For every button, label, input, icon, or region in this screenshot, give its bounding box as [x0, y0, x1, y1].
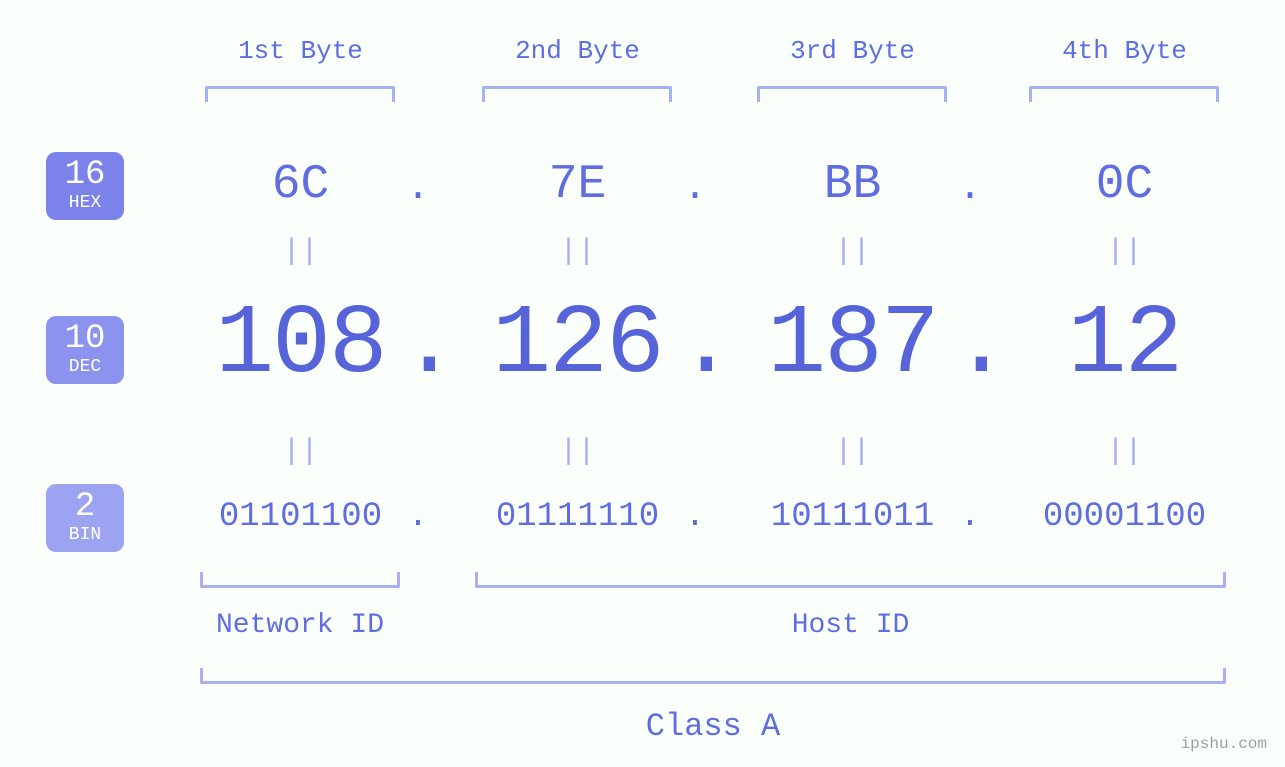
bracket-network: [200, 572, 400, 588]
eq1-2: ||: [475, 235, 680, 269]
bin-val-3: 10111011: [740, 498, 965, 536]
dec-val-2: 126: [465, 290, 690, 401]
bracket-byte-4: [1029, 86, 1219, 102]
hex-dot-2: .: [680, 166, 710, 211]
bin-dot-2: .: [680, 498, 710, 536]
eq1-4: ||: [1022, 235, 1227, 269]
dec-val-3: 187: [740, 290, 965, 401]
bin-val-2: 01111110: [465, 498, 690, 536]
eq1-1: ||: [198, 235, 403, 269]
eq2-1: ||: [198, 435, 403, 469]
byte-label-3: 3rd Byte: [750, 36, 955, 66]
badge-dec-label: DEC: [46, 358, 124, 376]
hex-val-1: 6C: [198, 158, 403, 212]
label-class: Class A: [200, 708, 1226, 745]
bin-dot-3: .: [955, 498, 985, 536]
bin-val-1: 01101100: [188, 498, 413, 536]
hex-val-3: BB: [750, 158, 955, 212]
eq2-2: ||: [475, 435, 680, 469]
label-network: Network ID: [200, 610, 400, 641]
dec-val-1: 108: [188, 290, 413, 401]
bracket-class: [200, 668, 1226, 684]
bracket-host: [475, 572, 1226, 588]
watermark: ipshu.com: [1181, 735, 1267, 753]
eq1-3: ||: [750, 235, 955, 269]
badge-bin-num: 2: [46, 490, 124, 524]
eq2-3: ||: [750, 435, 955, 469]
hex-dot-1: .: [403, 166, 433, 211]
badge-hex-num: 16: [46, 158, 124, 192]
byte-label-4: 4th Byte: [1022, 36, 1227, 66]
bin-dot-1: .: [403, 498, 433, 536]
dec-dot-3: .: [952, 290, 992, 401]
bin-val-4: 00001100: [1012, 498, 1237, 536]
bracket-byte-2: [482, 86, 672, 102]
dec-dot-1: .: [400, 290, 440, 401]
bracket-byte-1: [205, 86, 395, 102]
label-host: Host ID: [475, 610, 1226, 641]
byte-label-2: 2nd Byte: [475, 36, 680, 66]
badge-bin: 2 BIN: [46, 484, 124, 552]
badge-bin-label: BIN: [46, 526, 124, 544]
badge-dec: 10 DEC: [46, 316, 124, 384]
eq2-4: ||: [1022, 435, 1227, 469]
byte-label-1: 1st Byte: [198, 36, 403, 66]
badge-hex-label: HEX: [46, 194, 124, 212]
dec-dot-2: .: [677, 290, 717, 401]
badge-dec-num: 10: [46, 322, 124, 356]
hex-val-2: 7E: [475, 158, 680, 212]
badge-hex: 16 HEX: [46, 152, 124, 220]
bracket-byte-3: [757, 86, 947, 102]
hex-val-4: 0C: [1022, 158, 1227, 212]
dec-val-4: 12: [1012, 290, 1237, 401]
hex-dot-3: .: [955, 166, 985, 211]
